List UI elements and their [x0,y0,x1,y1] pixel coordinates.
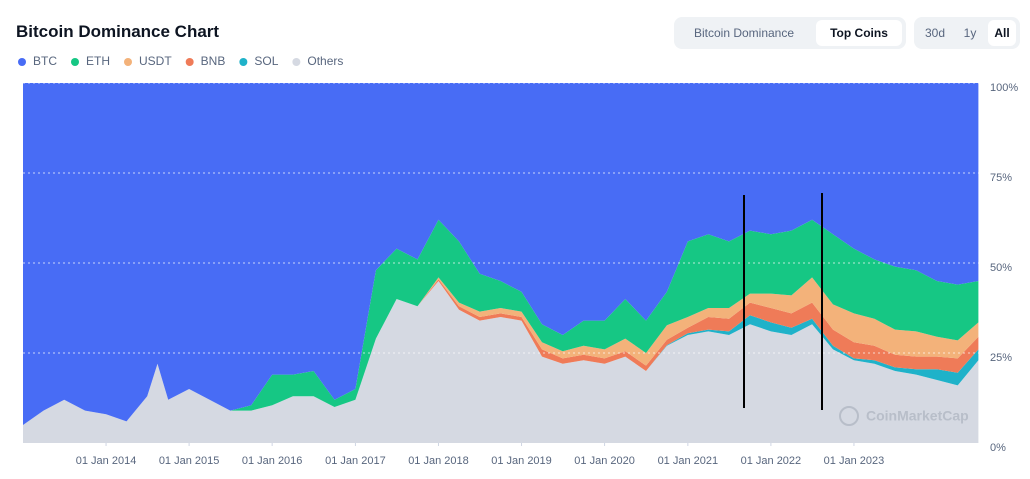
range-button[interactable]: 30d [924,26,946,40]
x-tick-label: 01 Jan 2015 [159,455,220,467]
legend-label: BNB [201,54,226,68]
watermark: CoinMarketCap [866,408,969,424]
range-button[interactable]: All [988,20,1016,46]
legend-label: Others [307,54,343,68]
y-tick-label: 100% [990,82,1018,94]
legend-marker [292,58,301,66]
x-tick-label: 01 Jan 2021 [658,455,719,467]
x-tick-label: 01 Jan 2022 [741,455,802,467]
x-tick-label: 01 Jan 2016 [242,455,303,467]
legend-label: USDT [139,54,172,68]
view-button[interactable]: Bitcoin Dominance [693,26,795,40]
x-tick-label: 01 Jan 2020 [574,455,635,467]
y-tick-label: 0% [990,442,1006,454]
legend-label: ETH [86,54,110,68]
legend-marker [124,58,132,66]
area [23,219,979,425]
legend-label: BTC [33,54,57,68]
area [23,83,979,425]
legend-marker [71,58,79,66]
x-tick-label: 01 Jan 2023 [824,455,885,467]
legend-marker [185,58,194,66]
x-tick-label: 01 Jan 2019 [491,455,552,467]
x-tick-label: 01 Jan 2014 [76,455,137,467]
y-tick-label: 50% [990,262,1012,274]
area [23,281,979,443]
legend-marker [18,58,26,66]
x-tick-label: 01 Jan 2017 [325,455,386,467]
legend-label: SOL [254,54,278,68]
legend-marker [239,58,248,66]
range-button[interactable]: 1y [963,26,977,40]
x-tick-label: 01 Jan 2018 [408,455,469,467]
watermark-logo [839,406,859,426]
chart-title: Bitcoin Dominance Chart [16,22,220,41]
y-tick-label: 25% [990,352,1012,364]
area [23,279,979,425]
view-button[interactable]: Top Coins [816,20,902,46]
y-tick-label: 75% [990,172,1012,184]
